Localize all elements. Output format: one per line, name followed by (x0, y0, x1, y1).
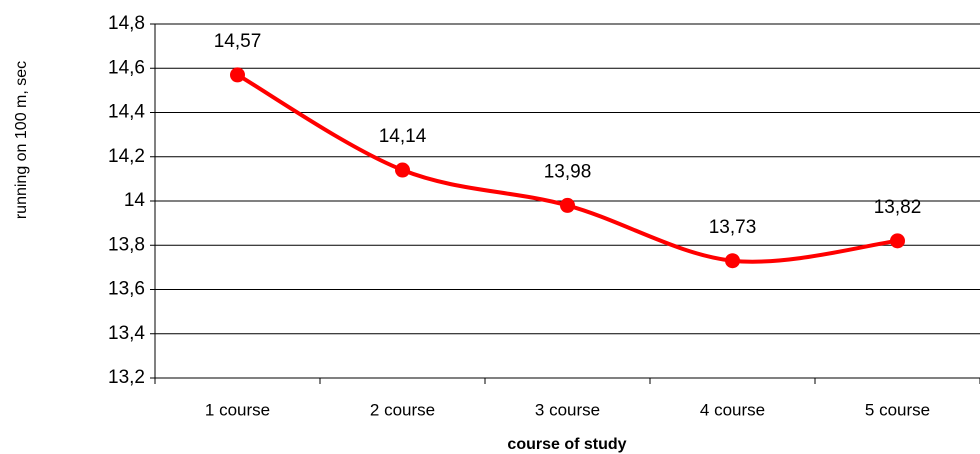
point (725, 253, 740, 269)
data-label: 14,57 (214, 31, 262, 52)
y-axis-label: running on 100 m, sec (13, 61, 30, 219)
y-tick-label: 13,4 (108, 323, 145, 344)
point (230, 67, 245, 83)
y-tick-label: 14 (124, 190, 146, 211)
point (890, 233, 905, 249)
y-tick-label: 13,8 (108, 234, 145, 255)
data-label: 13,98 (544, 161, 592, 182)
point (395, 162, 410, 178)
data-label: 13,73 (709, 217, 757, 238)
x-tick-label: 5 course (865, 400, 930, 419)
data-label: 14,14 (379, 126, 427, 147)
x-tick-label: 1 course (205, 400, 270, 419)
y-tick-label: 13,6 (108, 279, 145, 300)
y-tick-label: 14,4 (108, 102, 145, 123)
x-tick-label: 3 course (535, 400, 600, 419)
x-axis-label: course of study (507, 436, 626, 453)
y-tick-label: 14,6 (108, 57, 145, 78)
point (560, 197, 575, 213)
x-tick-label: 4 course (700, 400, 765, 419)
x-tick-label: 2 course (370, 400, 435, 419)
y-tick-label: 14,8 (108, 13, 145, 34)
y-tick-label: 14,2 (108, 146, 145, 167)
y-tick-label: 13,2 (108, 367, 145, 388)
data-label: 13,82 (874, 197, 922, 218)
